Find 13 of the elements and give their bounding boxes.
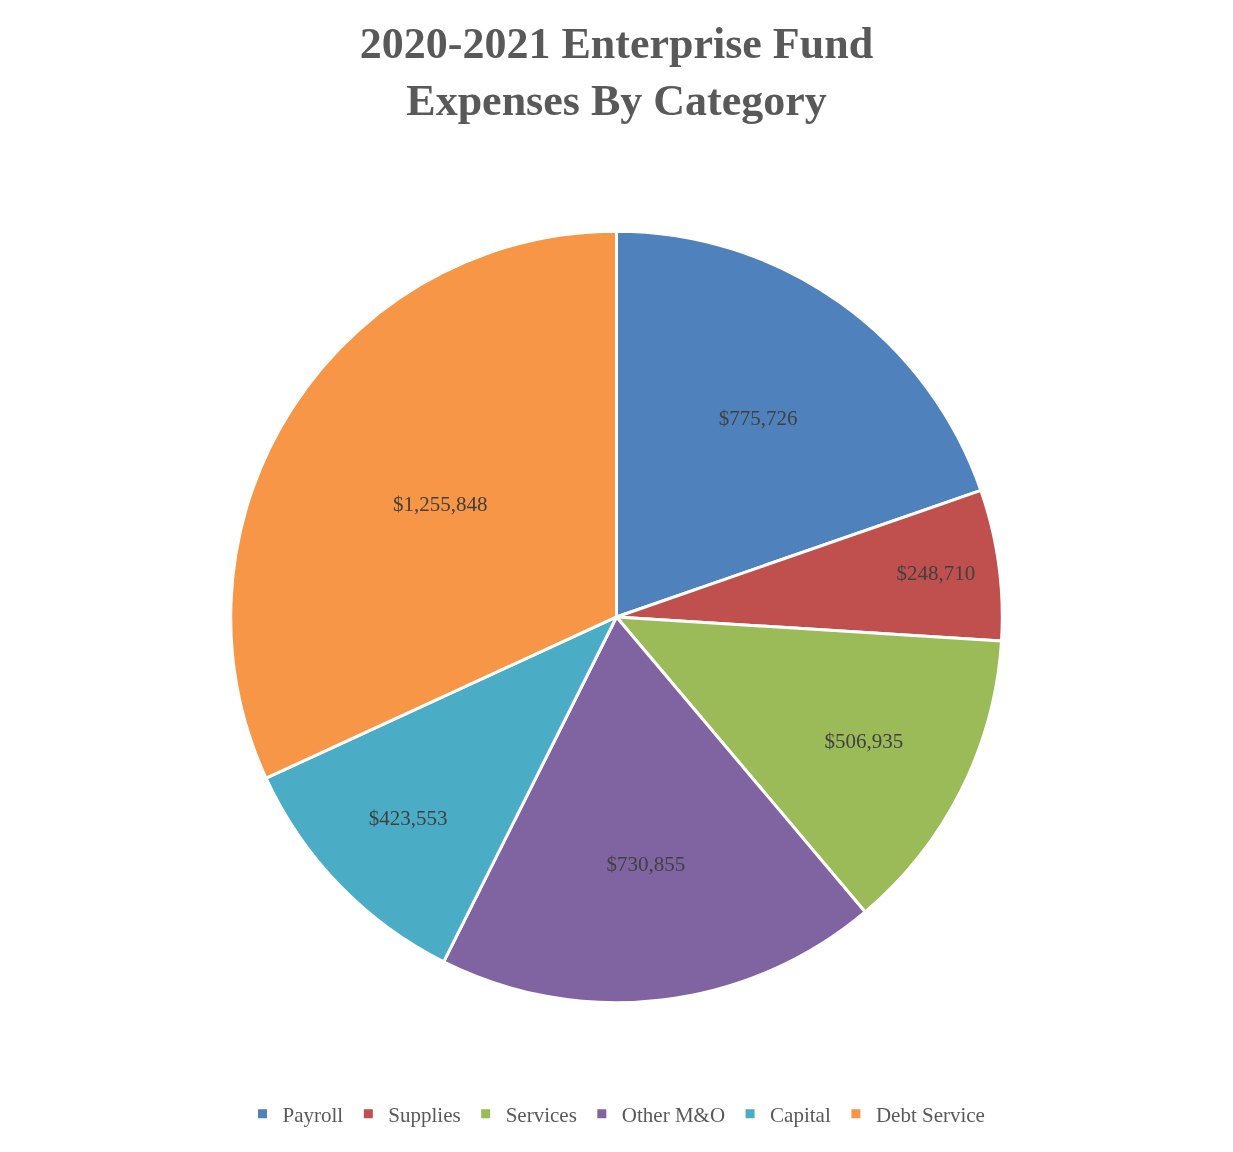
legend-label: Services — [505, 1102, 577, 1127]
data-label: $730,855 — [606, 852, 686, 877]
legend-label: Capital — [770, 1102, 831, 1127]
data-label: $775,726 — [718, 405, 798, 430]
legend-label: Payroll — [282, 1102, 344, 1127]
data-label: $248,710 — [896, 561, 976, 586]
chart-title: 2020-2021 Enterprise Fund Expenses By Category — [359, 18, 874, 125]
legend-label: Other M&O — [621, 1102, 726, 1127]
data-label: $423,553 — [368, 806, 448, 831]
data-label: $1,255,848 — [392, 491, 488, 516]
data-label: $506,935 — [824, 729, 904, 754]
legend-label: Debt Service — [875, 1102, 985, 1127]
legend-label: Supplies — [388, 1102, 461, 1127]
